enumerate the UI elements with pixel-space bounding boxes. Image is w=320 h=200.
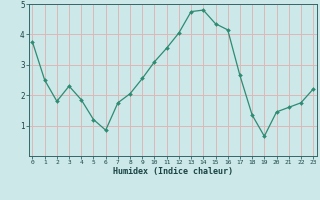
- X-axis label: Humidex (Indice chaleur): Humidex (Indice chaleur): [113, 167, 233, 176]
